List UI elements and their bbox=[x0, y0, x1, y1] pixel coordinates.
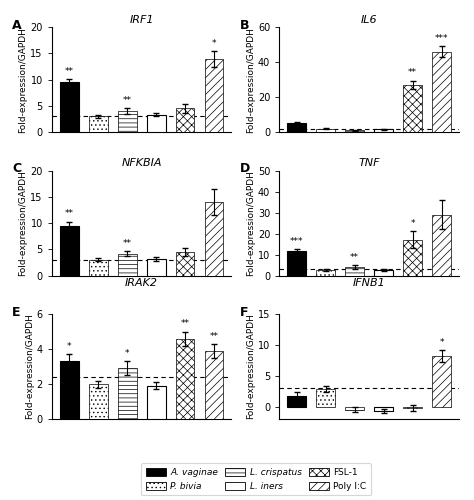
Text: **: ** bbox=[64, 210, 73, 218]
Text: **: ** bbox=[408, 68, 417, 78]
Bar bbox=[345, 130, 364, 132]
Bar bbox=[316, 128, 335, 132]
Text: *: * bbox=[439, 338, 444, 346]
Bar bbox=[287, 124, 306, 132]
Y-axis label: Fold-expression/GAPDH: Fold-expression/GAPDH bbox=[246, 26, 255, 132]
Bar bbox=[205, 58, 223, 132]
Bar bbox=[316, 390, 335, 406]
Text: **: ** bbox=[123, 96, 132, 106]
X-axis label: IFNB1: IFNB1 bbox=[353, 278, 385, 288]
Legend: A. vaginae, P. bivia, L. crispatus, L. iners, FSL-1, Poly I:C: A. vaginae, P. bivia, L. crispatus, L. i… bbox=[141, 463, 371, 496]
Bar bbox=[374, 130, 393, 132]
Text: ***: *** bbox=[435, 34, 448, 43]
Title: IL6: IL6 bbox=[361, 15, 377, 25]
Bar bbox=[176, 108, 194, 132]
Y-axis label: Fold-expression/GAPDH: Fold-expression/GAPDH bbox=[246, 314, 255, 420]
Bar bbox=[176, 252, 194, 276]
Title: TNF: TNF bbox=[358, 158, 380, 168]
Bar bbox=[345, 267, 364, 276]
Bar bbox=[432, 52, 451, 132]
Text: C: C bbox=[12, 162, 21, 175]
Bar bbox=[403, 240, 422, 276]
Text: **: ** bbox=[123, 238, 132, 248]
Bar bbox=[403, 85, 422, 132]
Y-axis label: Fold-expression/GAPDH: Fold-expression/GAPDH bbox=[18, 26, 27, 132]
Bar bbox=[432, 356, 451, 406]
Text: *: * bbox=[125, 349, 129, 358]
Y-axis label: Fold-expression/GAPDH: Fold-expression/GAPDH bbox=[246, 170, 255, 276]
Y-axis label: Fold-expression/GAPDH: Fold-expression/GAPDH bbox=[25, 314, 34, 420]
Bar bbox=[287, 252, 306, 276]
Bar bbox=[118, 254, 137, 276]
Bar bbox=[205, 351, 223, 419]
Text: B: B bbox=[240, 19, 249, 32]
Text: *: * bbox=[410, 220, 415, 228]
X-axis label: IRAK2: IRAK2 bbox=[125, 278, 158, 288]
Bar bbox=[89, 384, 108, 419]
Bar bbox=[316, 270, 335, 276]
Text: F: F bbox=[240, 306, 248, 318]
Text: A: A bbox=[12, 19, 22, 32]
Bar bbox=[146, 115, 165, 132]
Text: **: ** bbox=[64, 67, 73, 76]
Bar bbox=[89, 116, 108, 132]
Bar bbox=[118, 368, 137, 419]
Text: D: D bbox=[240, 162, 250, 175]
Bar bbox=[146, 259, 165, 276]
Y-axis label: Fold-expression/GAPDH: Fold-expression/GAPDH bbox=[18, 170, 27, 276]
Text: **: ** bbox=[210, 332, 219, 340]
Text: E: E bbox=[12, 306, 21, 318]
Bar bbox=[205, 202, 223, 276]
Text: **: ** bbox=[181, 320, 190, 328]
Bar bbox=[403, 406, 422, 408]
Bar bbox=[287, 396, 306, 406]
Text: ***: *** bbox=[290, 237, 303, 246]
Bar bbox=[146, 386, 165, 419]
Bar bbox=[89, 260, 108, 276]
Bar bbox=[345, 406, 364, 410]
Bar bbox=[60, 82, 79, 132]
Text: *: * bbox=[67, 342, 72, 351]
Bar bbox=[118, 111, 137, 132]
Bar bbox=[176, 338, 194, 419]
Bar bbox=[60, 362, 79, 419]
Title: IRF1: IRF1 bbox=[129, 15, 154, 25]
Text: **: ** bbox=[350, 254, 359, 262]
Bar bbox=[374, 270, 393, 276]
Bar bbox=[374, 406, 393, 411]
Title: NFKBIA: NFKBIA bbox=[121, 158, 162, 168]
Bar bbox=[60, 226, 79, 276]
Bar bbox=[432, 214, 451, 276]
Text: *: * bbox=[212, 38, 216, 48]
